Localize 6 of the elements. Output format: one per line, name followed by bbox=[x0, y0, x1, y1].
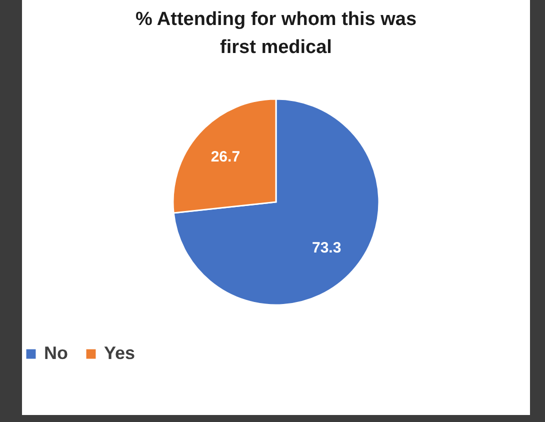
legend-label: Yes bbox=[104, 343, 136, 363]
chart-title: % Attending for whom this was first medical bbox=[135, 9, 417, 58]
pie-slice bbox=[172, 98, 380, 306]
data-label: 73.3 bbox=[312, 239, 342, 256]
data-label: 26.7 bbox=[210, 148, 240, 166]
legend-label: No bbox=[44, 343, 68, 363]
